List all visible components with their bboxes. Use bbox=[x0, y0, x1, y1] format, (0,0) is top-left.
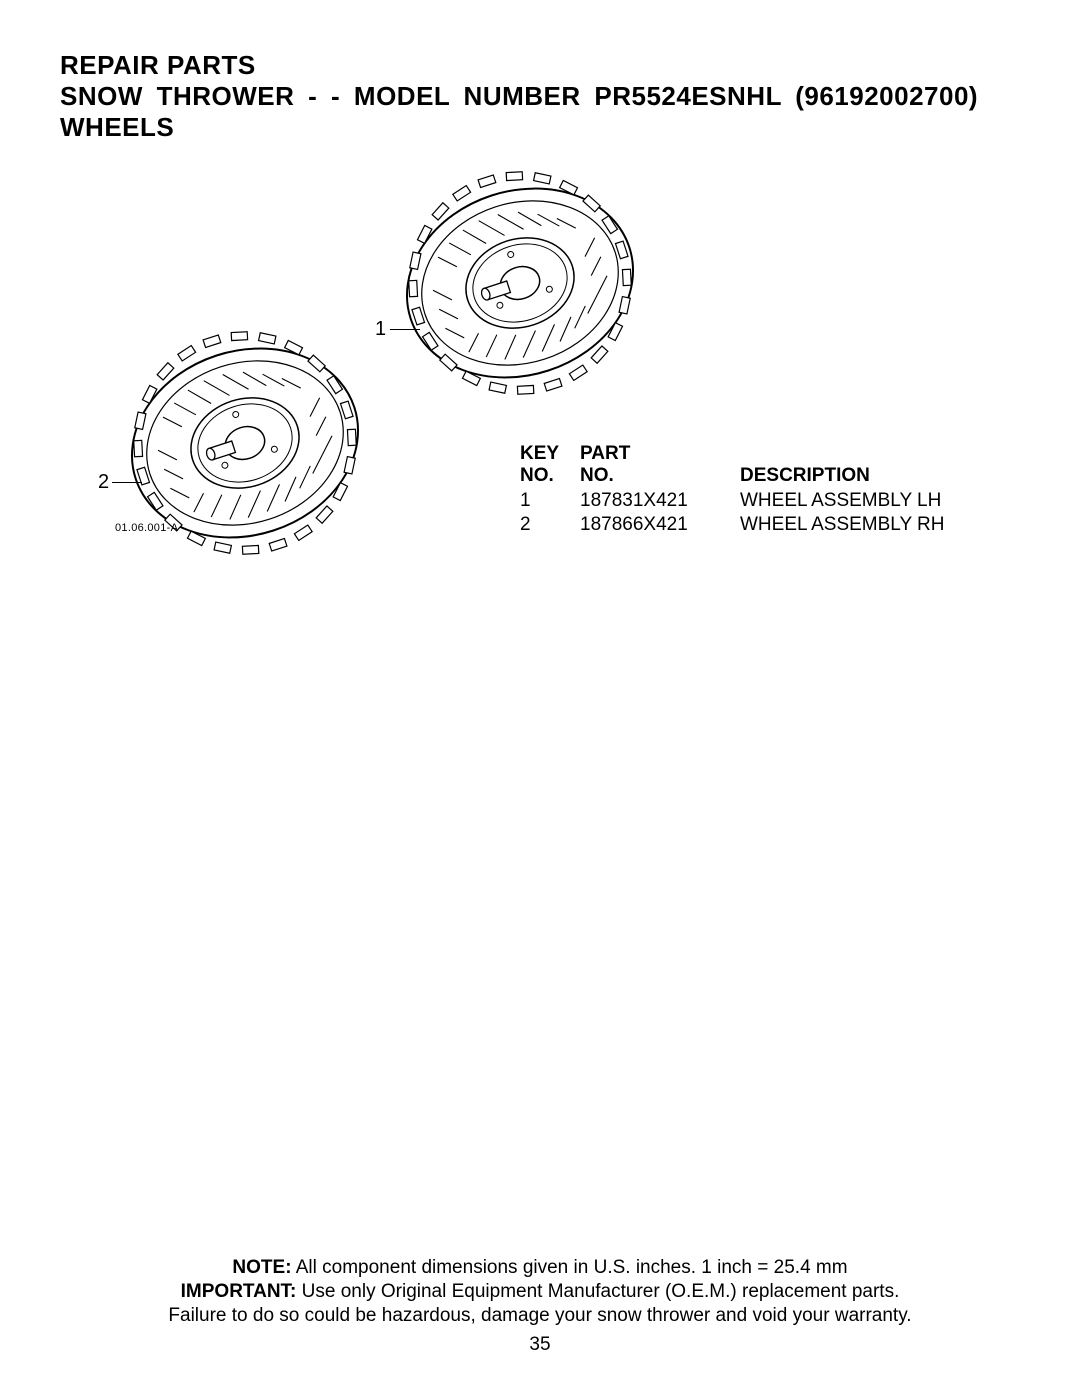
note-text: All component dimensions given in U.S. i… bbox=[292, 1257, 848, 1278]
col-header-part-top: PART bbox=[580, 443, 630, 464]
table-row: 2 187866X421 WHEEL ASSEMBLY RH bbox=[510, 513, 963, 537]
wheel-illustration-2 bbox=[115, 313, 375, 573]
parts-table: KEYNO. PARTNO. DESCRIPTION 1 187831X421 … bbox=[510, 443, 963, 537]
cell-key: 2 bbox=[510, 513, 580, 537]
title-section: WHEELS bbox=[60, 112, 1020, 143]
table-header-row: KEYNO. PARTNO. DESCRIPTION bbox=[510, 443, 963, 489]
callout-1-line bbox=[390, 329, 420, 330]
important-text: Use only Original Equipment Manufacturer… bbox=[296, 1281, 899, 1302]
footer-note-line: NOTE: All component dimensions given in … bbox=[0, 1256, 1080, 1280]
cell-desc: WHEEL ASSEMBLY LH bbox=[740, 489, 963, 513]
page-number: 35 bbox=[0, 1333, 1080, 1357]
col-header-part-bot: NO. bbox=[580, 465, 614, 486]
callout-2-number: 2 bbox=[98, 471, 109, 493]
col-header-key-top: KEY bbox=[520, 443, 559, 464]
page: REPAIR PARTS SNOW THROWER - - MODEL NUMB… bbox=[0, 0, 1080, 1397]
title-model-line: SNOW THROWER - - MODEL NUMBER PR5524ESNH… bbox=[60, 81, 1020, 112]
col-header-desc-label: DESCRIPTION bbox=[740, 465, 870, 486]
footer-block: NOTE: All component dimensions given in … bbox=[0, 1256, 1080, 1357]
col-header-key-bot: NO. bbox=[520, 465, 554, 486]
col-header-key: KEYNO. bbox=[510, 443, 580, 489]
wheel-illustration-1 bbox=[390, 153, 650, 413]
cell-key: 1 bbox=[510, 489, 580, 513]
cell-part: 187866X421 bbox=[580, 513, 740, 537]
footer-important-line: IMPORTANT: Use only Original Equipment M… bbox=[0, 1280, 1080, 1304]
diagram-ref-code: 01.06.001-A bbox=[115, 522, 178, 534]
col-header-desc: DESCRIPTION bbox=[740, 443, 963, 489]
callout-2: 2 bbox=[98, 471, 109, 494]
table-row: 1 187831X421 WHEEL ASSEMBLY LH bbox=[510, 489, 963, 513]
note-label: NOTE: bbox=[232, 1257, 291, 1278]
callout-1: 1 bbox=[375, 318, 386, 341]
cell-part: 187831X421 bbox=[580, 489, 740, 513]
important-label: IMPORTANT: bbox=[181, 1281, 297, 1302]
callout-1-number: 1 bbox=[375, 318, 386, 340]
callout-2-line bbox=[112, 482, 142, 483]
header-block: REPAIR PARTS SNOW THROWER - - MODEL NUMB… bbox=[60, 50, 1020, 143]
title-repair-parts: REPAIR PARTS bbox=[60, 50, 1020, 81]
col-header-part: PARTNO. bbox=[580, 443, 740, 489]
diagram-area: 1 2 01.06.001-A KEYNO. PARTNO. DESCRIPTI… bbox=[60, 153, 1020, 593]
cell-desc: WHEEL ASSEMBLY RH bbox=[740, 513, 963, 537]
footer-warning-line: Failure to do so could be hazardous, dam… bbox=[0, 1304, 1080, 1328]
